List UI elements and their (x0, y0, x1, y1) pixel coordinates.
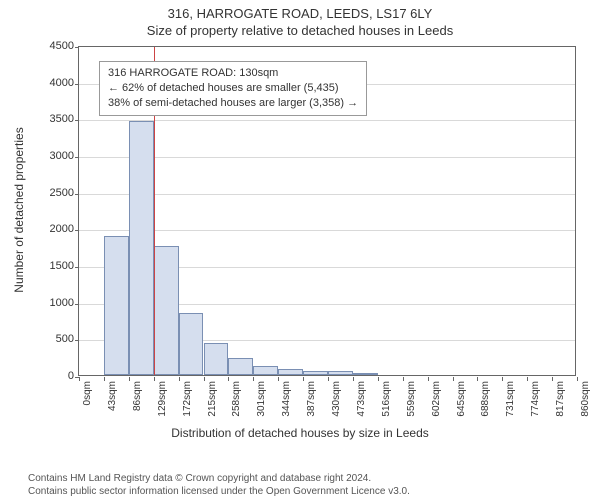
histogram-bar (328, 371, 353, 375)
xtick-mark (502, 377, 503, 381)
histogram-bar (253, 366, 278, 375)
ytick-label: 3500 (26, 113, 74, 125)
xtick-label: 774sqm (530, 381, 541, 417)
histogram-bar (129, 121, 154, 375)
title-sub: Size of property relative to detached ho… (0, 21, 600, 38)
xtick-label: 215sqm (207, 381, 218, 417)
xtick-mark (378, 377, 379, 381)
xtick-mark (403, 377, 404, 381)
xtick-label: 688sqm (480, 381, 491, 417)
xtick-mark (552, 377, 553, 381)
ytick-mark (75, 47, 79, 48)
footer-attribution: Contains HM Land Registry data © Crown c… (0, 472, 600, 498)
xtick-label: 645sqm (456, 381, 467, 417)
annotation-box: 316 HARROGATE ROAD: 130sqm← 62% of detac… (99, 61, 367, 116)
xtick-mark (303, 377, 304, 381)
xtick-label: 817sqm (555, 381, 566, 417)
xtick-mark (453, 377, 454, 381)
xtick-label: 172sqm (182, 381, 193, 417)
ytick-label: 0 (26, 370, 74, 382)
xtick-label: 129sqm (157, 381, 168, 417)
ytick-mark (75, 340, 79, 341)
annotation-line: 38% of semi-detached houses are larger (… (108, 96, 358, 111)
xtick-mark (154, 377, 155, 381)
ytick-mark (75, 84, 79, 85)
xtick-mark (577, 377, 578, 381)
ytick-label: 1500 (26, 260, 74, 272)
ytick-label: 2000 (26, 223, 74, 235)
ytick-label: 4500 (26, 40, 74, 52)
histogram-bar (204, 343, 229, 375)
ytick-label: 4000 (26, 77, 74, 89)
xtick-label: 731sqm (505, 381, 516, 417)
xtick-label: 387sqm (306, 381, 317, 417)
histogram-bar (154, 246, 179, 375)
xtick-mark (428, 377, 429, 381)
plot-area: 0sqm43sqm86sqm129sqm172sqm215sqm258sqm30… (78, 46, 576, 376)
ytick-mark (75, 267, 79, 268)
xtick-mark (228, 377, 229, 381)
xtick-label: 258sqm (231, 381, 242, 417)
y-axis-label: Number of detached properties (12, 127, 26, 292)
xtick-label: 473sqm (356, 381, 367, 417)
histogram-bar (228, 358, 253, 375)
ytick-mark (75, 304, 79, 305)
xtick-mark (353, 377, 354, 381)
xtick-mark (129, 377, 130, 381)
histogram-bar (179, 313, 204, 375)
xtick-mark (328, 377, 329, 381)
histogram-bar (303, 371, 328, 375)
xtick-label: 602sqm (431, 381, 442, 417)
ytick-mark (75, 157, 79, 158)
xtick-label: 86sqm (132, 381, 143, 411)
xtick-mark (253, 377, 254, 381)
ytick-mark (75, 120, 79, 121)
chart-container: Number of detached properties 0sqm43sqm8… (0, 40, 600, 450)
xtick-label: 516sqm (381, 381, 392, 417)
xtick-mark (104, 377, 105, 381)
ytick-mark (75, 230, 79, 231)
histogram-bar (353, 373, 378, 375)
ytick-label: 2500 (26, 187, 74, 199)
xtick-label: 301sqm (256, 381, 267, 417)
ytick-label: 3000 (26, 150, 74, 162)
ytick-label: 1000 (26, 297, 74, 309)
xtick-label: 344sqm (281, 381, 292, 417)
xtick-mark (527, 377, 528, 381)
annotation-line: ← 62% of detached houses are smaller (5,… (108, 81, 358, 96)
xtick-mark (179, 377, 180, 381)
xtick-label: 860sqm (580, 381, 591, 417)
histogram-bar (104, 236, 129, 375)
xtick-mark (204, 377, 205, 381)
xtick-mark (477, 377, 478, 381)
title-main: 316, HARROGATE ROAD, LEEDS, LS17 6LY (0, 0, 600, 21)
histogram-bar (278, 369, 303, 375)
xtick-mark (79, 377, 80, 381)
xtick-label: 430sqm (331, 381, 342, 417)
ytick-label: 500 (26, 333, 74, 345)
xtick-label: 0sqm (82, 381, 93, 405)
ytick-mark (75, 194, 79, 195)
annotation-line: 316 HARROGATE ROAD: 130sqm (108, 66, 358, 81)
xtick-mark (278, 377, 279, 381)
x-axis-label: Distribution of detached houses by size … (0, 426, 600, 440)
footer-line-2: Contains public sector information licen… (28, 485, 572, 498)
xtick-label: 43sqm (107, 381, 118, 411)
xtick-label: 559sqm (406, 381, 417, 417)
footer-line-1: Contains HM Land Registry data © Crown c… (28, 472, 572, 485)
